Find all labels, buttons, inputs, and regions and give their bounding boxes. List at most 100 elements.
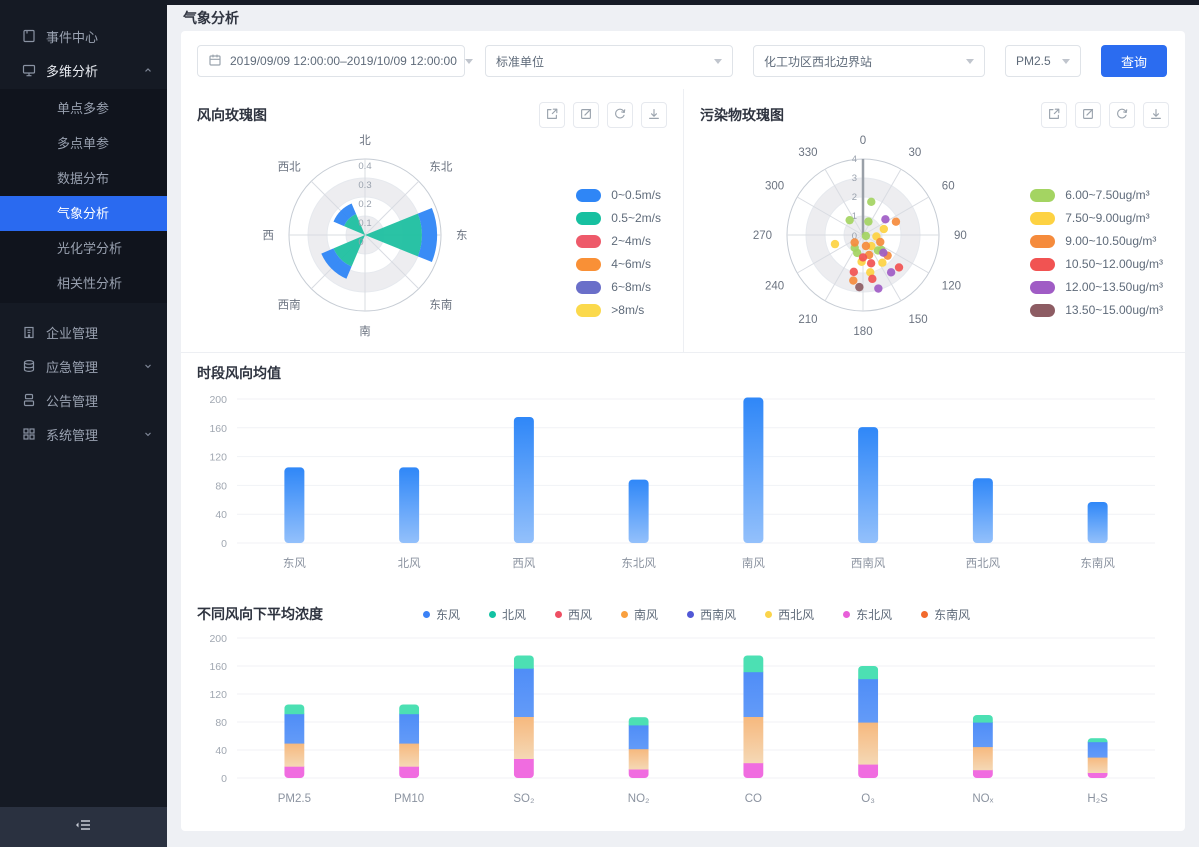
- legend-label: 0~0.5m/s: [611, 188, 661, 202]
- date-range-value: 2019/09/09 12:00:00–2019/10/09 12:00:00: [230, 54, 457, 68]
- top-strip: [167, 0, 1199, 6]
- svg-text:H₂S: H₂S: [1087, 793, 1108, 805]
- sidebar-item-system[interactable]: 系统管理: [0, 417, 167, 451]
- svg-text:330: 330: [798, 147, 817, 159]
- refresh-button[interactable]: [607, 102, 633, 128]
- pollutant-rose-chart: 0 30 60 90 120 150 180 210 240 270 300 330 1 2 3 4 0: [700, 129, 1008, 346]
- legend-item[interactable]: 6~8m/s: [576, 280, 661, 294]
- legend-label: 南风: [634, 607, 659, 622]
- svg-text:0.2: 0.2: [358, 199, 371, 210]
- legend-item[interactable]: 东风: [423, 606, 460, 623]
- sidebar-submenu-item[interactable]: 相关性分析: [57, 276, 123, 291]
- svg-text:西风: 西风: [512, 557, 535, 570]
- legend-item[interactable]: >8m/s: [576, 303, 661, 317]
- sidebar-item-label: 公告管理: [46, 393, 99, 409]
- legend-item[interactable]: 10.50~12.00ug/m³: [1030, 257, 1163, 271]
- collapse-sidebar-button[interactable]: [0, 807, 167, 847]
- sidebar-item-enterprise[interactable]: 企业管理: [0, 315, 167, 349]
- sidebar-item-announcement[interactable]: 公告管理: [0, 383, 167, 417]
- pollutant-rose-toolbar: [1041, 102, 1169, 128]
- unit-select[interactable]: 标准单位: [485, 45, 733, 77]
- caret-down-icon: [966, 58, 974, 64]
- legend-item[interactable]: 4~6m/s: [576, 257, 661, 271]
- legend-item[interactable]: 西风: [555, 606, 592, 623]
- sidebar-submenu-item[interactable]: 气象分析: [0, 196, 167, 231]
- legend-label: 12.00~13.50ug/m³: [1065, 280, 1163, 294]
- legend-label: >8m/s: [611, 303, 645, 317]
- legend-item[interactable]: 7.50~9.00ug/m³: [1030, 211, 1163, 225]
- legend-item[interactable]: 6.00~7.50ug/m³: [1030, 188, 1163, 202]
- download-icon: [1149, 107, 1163, 124]
- download-button[interactable]: [1143, 102, 1169, 128]
- sidebar-item-multi-analysis[interactable]: 多维分析: [0, 53, 167, 87]
- legend-label: 9.00~10.50ug/m³: [1065, 234, 1157, 248]
- badge-icon: [22, 393, 36, 407]
- wind-rose-toolbar: [539, 102, 667, 128]
- pollutant-rose-title: 污染物玫瑰图: [700, 107, 784, 123]
- wind-rose-legend: 0~0.5m/s 0.5~2m/s 2~4m/s 4~6m/s: [576, 188, 661, 317]
- external-link-icon: [545, 107, 559, 124]
- legend-item[interactable]: 东北风: [843, 606, 892, 623]
- download-button[interactable]: [641, 102, 667, 128]
- svg-text:240: 240: [765, 281, 784, 293]
- sidebar-item-label: 企业管理: [46, 325, 99, 341]
- refresh-button[interactable]: [1109, 102, 1135, 128]
- svg-text:0: 0: [852, 231, 857, 242]
- external-link-icon: [1047, 107, 1061, 124]
- legend-dot: [921, 610, 929, 618]
- refresh-icon: [1115, 107, 1129, 124]
- legend-item[interactable]: 12.00~13.50ug/m³: [1030, 280, 1163, 294]
- page-title: 气象分析: [183, 10, 239, 27]
- sidebar-item-emergency[interactable]: 应急管理: [0, 349, 167, 383]
- notebook-icon: [22, 29, 36, 43]
- svg-text:200: 200: [209, 394, 227, 406]
- sidebar-submenu-item[interactable]: 光化学分析: [57, 241, 123, 256]
- unit-select-value: 标准单位: [496, 54, 545, 69]
- calendar-icon: [208, 53, 222, 70]
- station-select-value: 化工功区西北边界站: [764, 54, 873, 69]
- export-button[interactable]: [1041, 102, 1067, 128]
- legend-item[interactable]: 2~4m/s: [576, 234, 661, 248]
- station-select[interactable]: 化工功区西北边界站: [753, 45, 985, 77]
- legend-item[interactable]: 9.00~10.50ug/m³: [1030, 234, 1163, 248]
- legend-label: 6~8m/s: [611, 280, 651, 294]
- svg-text:西: 西: [263, 230, 275, 242]
- export-button[interactable]: [539, 102, 565, 128]
- edit-button[interactable]: [573, 102, 599, 128]
- refresh-icon: [613, 107, 627, 124]
- wind-rose-title: 风向玫瑰图: [197, 107, 267, 123]
- svg-text:200: 200: [209, 633, 227, 645]
- wind-average-title: 时段风向均值: [197, 365, 281, 381]
- svg-text:80: 80: [215, 480, 227, 492]
- edit-button[interactable]: [1075, 102, 1101, 128]
- legend-item[interactable]: 西南风: [687, 606, 736, 623]
- sidebar-item-label: 事件中心: [46, 29, 99, 45]
- svg-text:SO₂: SO₂: [513, 793, 534, 805]
- query-button[interactable]: 查询: [1101, 45, 1167, 77]
- legend-label: 西风: [568, 607, 593, 622]
- concentration-title: 不同风向下平均浓度: [197, 606, 323, 622]
- svg-text:210: 210: [798, 314, 817, 326]
- legend-item[interactable]: 北风: [489, 606, 526, 623]
- svg-text:0.3: 0.3: [358, 180, 371, 191]
- sidebar-submenu-item[interactable]: 单点多参: [57, 101, 110, 116]
- legend-item[interactable]: 东南风: [921, 606, 970, 623]
- legend-item[interactable]: 南风: [621, 606, 658, 623]
- svg-text:150: 150: [909, 314, 928, 326]
- pollutant-select[interactable]: PM2.5: [1005, 45, 1081, 77]
- date-range-picker[interactable]: 2019/09/09 12:00:00–2019/10/09 12:00:00: [197, 45, 473, 77]
- legend-item[interactable]: 0~0.5m/s: [576, 188, 661, 202]
- legend-label: 北风: [502, 607, 527, 622]
- legend-dot: [489, 610, 497, 618]
- sidebar-item-event-center[interactable]: 事件中心: [0, 19, 167, 53]
- legend-label: 东风: [436, 607, 461, 622]
- sidebar-submenu-item[interactable]: 多点单参: [57, 136, 110, 151]
- legend-item[interactable]: 13.50~15.00ug/m³: [1030, 303, 1163, 317]
- legend-item[interactable]: 西北风: [765, 606, 814, 623]
- legend-swatch: [576, 303, 602, 317]
- legend-item[interactable]: 0.5~2m/s: [576, 211, 661, 225]
- legend-label: 13.50~15.00ug/m³: [1065, 303, 1163, 317]
- svg-text:NOₓ: NOₓ: [972, 793, 993, 805]
- sidebar-submenu-item[interactable]: 数据分布: [57, 171, 110, 186]
- svg-text:300: 300: [765, 181, 784, 193]
